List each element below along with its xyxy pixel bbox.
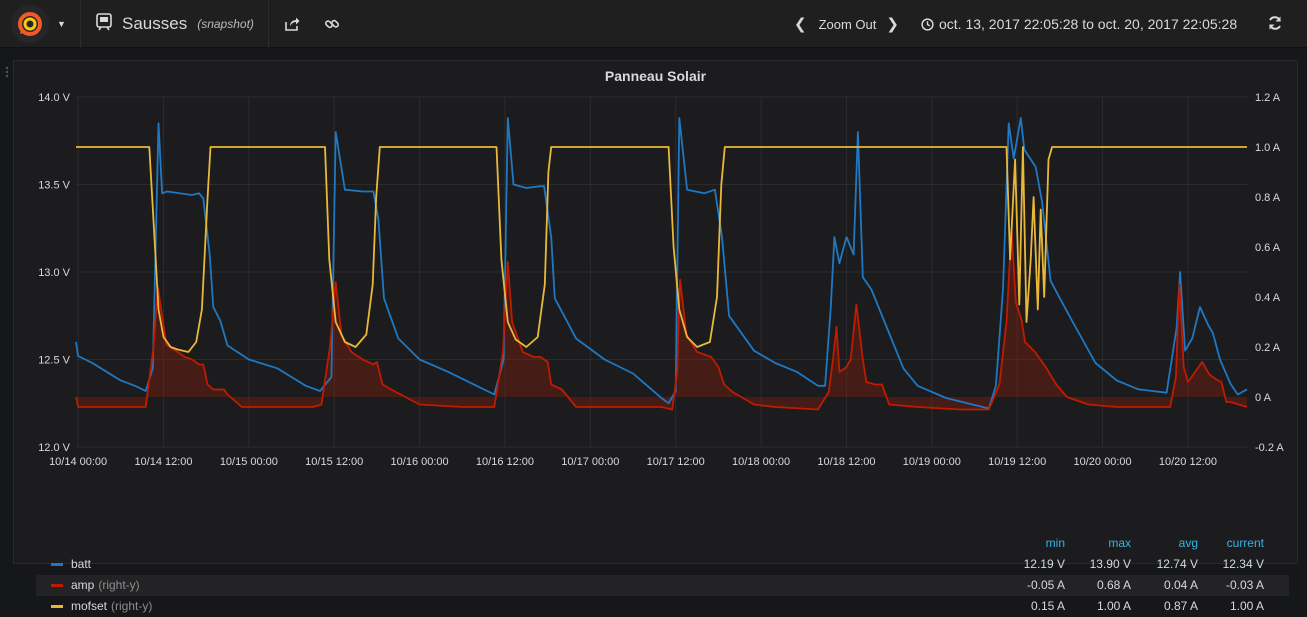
legend-header: min max avg current xyxy=(36,535,1289,551)
refresh-icon[interactable] xyxy=(1266,14,1284,37)
zoom-out-button[interactable]: Zoom Out xyxy=(818,16,877,32)
time-range-text: oct. 13, 2017 22:05:28 to oct. 20, 2017 … xyxy=(939,16,1238,32)
x-tick-label: 10/15 12:00 xyxy=(305,456,363,468)
legend-current: -0.03 A xyxy=(1225,578,1264,592)
y-right-tick-label: 0.8 A xyxy=(1255,192,1281,204)
x-tick-label: 10/15 00:00 xyxy=(220,456,278,468)
zoom-controls: ❮ Zoom Out ❯ xyxy=(794,0,899,48)
legend-row-mofset[interactable]: mofset (right-y) 0.15 A 1.00 A 0.87 A 1.0… xyxy=(36,596,1289,617)
nav-divider xyxy=(268,0,269,48)
legend-swatch[interactable] xyxy=(51,563,63,566)
series-line-mofset xyxy=(76,146,1247,353)
clock-icon xyxy=(921,17,934,31)
snapshot-label: (snapshot) xyxy=(197,17,254,31)
y-right-tick-label: 0.2 A xyxy=(1255,342,1281,354)
legend-header-max[interactable]: max xyxy=(1108,536,1131,550)
legend-swatch[interactable] xyxy=(51,605,63,608)
series-fills xyxy=(76,229,1247,410)
panel-title[interactable]: Panneau Solair xyxy=(604,68,707,84)
x-tick-label: 10/20 00:00 xyxy=(1074,456,1132,468)
series-lines xyxy=(75,117,1248,411)
legend-row-batt[interactable]: batt 12.19 V 13.90 V 12.74 V 12.34 V xyxy=(36,554,1289,575)
menu-caret-icon: ▼ xyxy=(57,19,66,29)
series-line-batt xyxy=(75,117,1248,410)
x-tick-label: 10/20 12:00 xyxy=(1159,456,1217,468)
dashboard-icon xyxy=(96,12,112,36)
share-icon[interactable] xyxy=(282,14,302,34)
grafana-menu-button[interactable]: ▼ xyxy=(11,3,73,45)
x-tick-label: 10/16 00:00 xyxy=(391,456,449,468)
y-right-tick-label: 0.6 A xyxy=(1255,242,1281,254)
nav-divider xyxy=(80,0,81,48)
legend-header-current[interactable]: current xyxy=(1226,536,1264,550)
legend-current: 12.34 V xyxy=(1222,557,1264,571)
x-tick-label: 10/14 12:00 xyxy=(134,456,192,468)
chart-grid xyxy=(76,96,1247,448)
link-icon[interactable] xyxy=(322,14,342,34)
y-right-tick-label: 0 A xyxy=(1255,392,1272,404)
x-tick-label: 10/14 00:00 xyxy=(49,456,107,468)
legend-swatch[interactable] xyxy=(51,584,63,587)
y-left-tick-label: 12.5 V xyxy=(38,355,70,367)
legend-row-amp[interactable]: amp (right-y) -0.05 A 0.68 A 0.04 A -0.03… xyxy=(36,575,1289,596)
axis-labels: 12.0 V 12.5 V 13.0 V 13.5 V 14.0 V -0.2 A 0 A 0… xyxy=(38,92,1284,468)
legend-header-min[interactable]: min xyxy=(1045,536,1065,550)
series-area-amp xyxy=(76,229,1247,410)
x-tick-label: 10/18 00:00 xyxy=(732,456,790,468)
x-tick-label: 10/18 12:00 xyxy=(817,456,875,468)
time-forward-chevron-icon[interactable]: ❯ xyxy=(886,16,899,33)
drag-handle-icon[interactable] xyxy=(5,66,9,78)
legend-header-avg[interactable]: avg xyxy=(1178,536,1198,550)
y-left-tick-label: 14.0 V xyxy=(38,92,70,104)
y-right-tick-label: 1.2 A xyxy=(1255,92,1281,104)
legend-series-name[interactable]: mofset (right-y) xyxy=(71,599,153,613)
chart-area[interactable]: 12.0 V 12.5 V 13.0 V 13.5 V 14.0 V -0.2 A 0 A 0… xyxy=(14,86,1299,496)
y-right-tick-label: 1.0 A xyxy=(1255,142,1281,154)
legend-series-name[interactable]: batt xyxy=(71,557,92,571)
y-left-tick-label: 13.0 V xyxy=(38,267,70,279)
series-line-amp xyxy=(75,228,1248,411)
time-range-picker[interactable]: oct. 13, 2017 22:05:28 to oct. 20, 2017 … xyxy=(921,0,1237,48)
legend-series-name[interactable]: amp (right-y) xyxy=(71,578,140,592)
legend-current: 1.00 A xyxy=(1229,599,1264,613)
x-tick-label: 10/17 00:00 xyxy=(561,456,619,468)
y-right-tick-label: 0.4 A xyxy=(1255,292,1281,304)
y-right-tick-label: -0.2 A xyxy=(1255,442,1284,454)
y-left-tick-label: 13.5 V xyxy=(38,180,70,192)
top-navbar: ▼ Sausses (snapshot) ❮ Zoom Out ❯ xyxy=(0,0,1307,48)
grafana-logo-icon xyxy=(11,5,49,43)
x-tick-label: 10/19 00:00 xyxy=(903,456,961,468)
dashboard-title[interactable]: Sausses (snapshot) xyxy=(96,0,254,48)
x-tick-label: 10/16 12:00 xyxy=(476,456,534,468)
dashboard-name: Sausses xyxy=(122,14,188,33)
y-left-tick-label: 12.0 V xyxy=(38,442,70,454)
time-back-chevron-icon[interactable]: ❮ xyxy=(794,16,807,33)
x-tick-label: 10/19 12:00 xyxy=(988,456,1046,468)
x-tick-label: 10/17 12:00 xyxy=(647,456,705,468)
